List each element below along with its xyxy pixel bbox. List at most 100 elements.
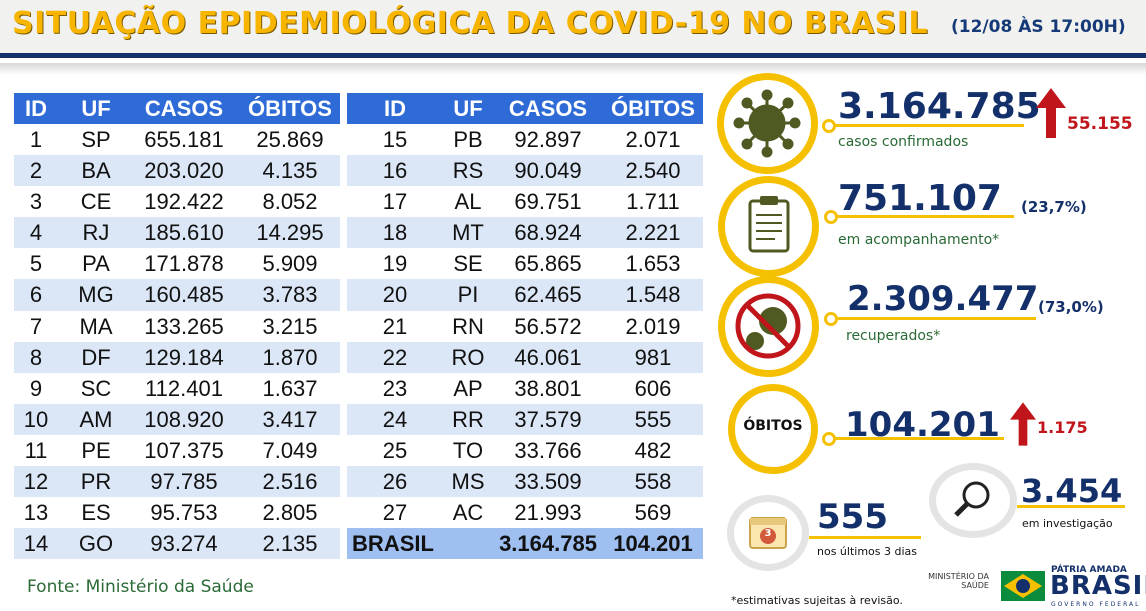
cell-uf: AL	[454, 189, 482, 215]
cell-id: 5	[29, 251, 43, 277]
cell-uf: PR	[80, 469, 112, 495]
table-row: 13 ES 95.753 2.805	[14, 497, 340, 528]
cell-casos: 95.753	[150, 500, 218, 526]
cell-casos: 38.801	[514, 375, 582, 401]
cell-uf: PB	[453, 127, 483, 152]
cell-uf: TO	[452, 437, 484, 463]
connector-line	[834, 437, 1004, 440]
cell-casos: 171.878	[144, 251, 224, 277]
source-text: Fonte: Ministério da Saúde	[27, 577, 254, 597]
table-row: 6 MG 160.485 3.783	[14, 279, 340, 311]
cell-obitos: 482	[634, 437, 672, 463]
cell-obitos: 14.295	[256, 220, 324, 246]
cell-casos: 129.184	[144, 344, 224, 370]
cell-uf: AP	[453, 375, 483, 401]
recuperados-pct: (73,0%)	[1038, 298, 1104, 316]
cell-casos: 133.265	[144, 313, 224, 339]
connector-line	[809, 536, 921, 539]
governo-federal-text: GOVERNO FEDERAL	[1051, 601, 1141, 608]
cell-obitos: 2.805	[262, 500, 318, 526]
connector-line	[1017, 505, 1125, 508]
table-row: 25 TO 33.766 482	[347, 435, 703, 466]
cell-uf: SC	[80, 375, 112, 401]
cell-casos: 203.020	[144, 158, 224, 184]
cell-obitos: 3.783	[262, 282, 318, 308]
arrow-up-icon	[1036, 88, 1066, 138]
clipboard-icon	[748, 196, 790, 253]
table-row: 7 MA 133.265 3.215	[14, 311, 340, 342]
table-row: 9 SC 112.401 1.637	[14, 373, 340, 404]
table-row: 10 AM 108.920 3.417	[14, 403, 340, 435]
cell-id: 17	[382, 189, 408, 215]
cell-id: 21	[382, 313, 408, 339]
table-header-row: ID UF CASOS ÓBITOS	[14, 93, 340, 124]
recuperados-value: 2.309.477	[847, 279, 1039, 319]
cell-casos: 112.401	[145, 375, 223, 401]
column-header-obitos: ÓBITOS	[611, 96, 695, 121]
cell-casos: 655.181	[144, 127, 224, 152]
cell-id: 24	[382, 406, 408, 432]
column-header-obitos: ÓBITOS	[248, 96, 332, 121]
cell-uf: PA	[82, 251, 110, 277]
cell-id: 15	[382, 127, 408, 152]
brazil-flag-logo	[1001, 571, 1045, 601]
ultimos3-label: nos últimos 3 dias	[817, 545, 918, 558]
acompanhamento-label: em acompanhamento*	[838, 232, 1000, 248]
confirmados-circle	[717, 73, 818, 174]
cell-uf: RN	[452, 313, 484, 339]
cell-obitos: 1.548	[625, 282, 681, 308]
cell-obitos: 2.135	[262, 531, 318, 557]
cell-obitos: 3.215	[262, 313, 318, 339]
cell-casos: 92.897	[514, 127, 582, 152]
acompanhamento-value: 751.107	[838, 178, 1002, 219]
cell-id: 20	[382, 282, 408, 308]
cell-uf: PE	[81, 437, 111, 463]
cell-casos: 69.751	[514, 189, 582, 215]
cell-obitos: 2.221	[625, 220, 681, 246]
header-bar: SITUAÇÃO EPIDEMIOLÓGICA DA COVID-19 NO B…	[0, 0, 1146, 58]
cell-casos: 68.924	[514, 220, 582, 246]
calendar-icon	[749, 517, 787, 549]
states-table-right: ID UF CASOS ÓBITOS 15 PB 92.897 2.071 16 RS 90.049…	[347, 93, 703, 560]
column-header-id: ID	[384, 96, 406, 121]
cell-casos: 93.274	[150, 531, 218, 557]
recuperados-label: recuperados*	[846, 328, 941, 344]
investigacao-value: 3.454	[1021, 472, 1123, 510]
brasil-logo-text: BRASIL	[1050, 571, 1146, 601]
cell-obitos: 606	[634, 375, 672, 401]
confirmados-label: casos confirmados	[838, 134, 969, 150]
cell-casos: 192.422	[144, 189, 224, 215]
recuperados-circle	[718, 276, 819, 377]
table-row: 1 SP 655.181 25.869	[14, 124, 340, 155]
cell-obitos: 1.637	[262, 375, 318, 401]
cell-obitos: 25.869	[256, 127, 324, 152]
table-row: 18 MT 68.924 2.221	[347, 217, 703, 249]
cell-id: 25	[382, 437, 408, 463]
cell-id: 19	[382, 251, 408, 277]
cell-obitos: 1.653	[625, 251, 681, 277]
cell-obitos: 3.417	[262, 406, 318, 432]
table-row: 5 PA 171.878 5.909	[14, 248, 340, 279]
column-header-casos: CASOS	[144, 96, 224, 121]
cell-obitos: 981	[634, 344, 672, 370]
cell-casos: 160.485	[144, 282, 224, 308]
investigacao-label: em investigação	[1022, 517, 1113, 530]
calendar-number: 3	[764, 528, 772, 539]
cell-id: 18	[382, 220, 408, 246]
cell-uf: DF	[81, 344, 111, 370]
cell-id: 4	[29, 220, 43, 246]
cell-obitos: 2.019	[625, 313, 681, 339]
table-row: 26 MS 33.509 558	[347, 466, 703, 498]
cell-casos: 65.865	[514, 251, 582, 277]
cell-id: 27	[382, 500, 408, 526]
table-row: 11 PE 107.375 7.049	[14, 435, 340, 466]
virus-icon	[733, 89, 801, 158]
acompanhamento-pct: (23,7%)	[1021, 198, 1087, 216]
magnifier-icon	[954, 481, 990, 517]
confirmados-value: 3.164.785	[838, 86, 1041, 127]
ministerio-logo-text: MINISTÉRIO DA SAÚDE	[928, 572, 989, 590]
cell-casos: 46.061	[514, 344, 582, 370]
column-header-casos: CASOS	[508, 96, 588, 121]
table-row: 2 BA 203.020 4.135	[14, 155, 340, 187]
total-obitos: 104.201	[613, 531, 693, 557]
